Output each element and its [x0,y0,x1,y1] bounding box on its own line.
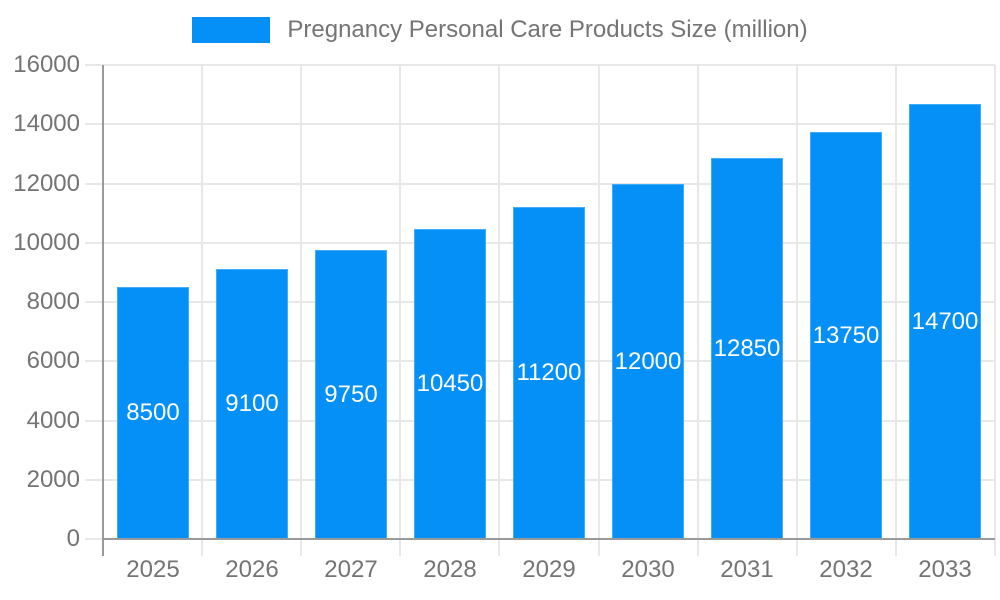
bar: 8500 [117,287,189,539]
x-axis-tick-label: 2030 [621,556,675,583]
y-axis-tick [85,360,103,362]
x-axis-line [103,538,995,540]
x-gridline [994,65,996,539]
bar-value-label: 9100 [225,390,279,417]
y-axis-tick [85,301,103,303]
legend[interactable]: Pregnancy Personal Care Products Size (m… [0,16,1000,44]
y-axis-tick [85,242,103,244]
x-gridline [399,65,401,539]
legend-swatch-icon [192,17,271,43]
y-axis-tick-label: 12000 [13,170,80,197]
y-axis-tick [85,64,103,66]
bar-value-label: 12850 [713,334,781,362]
bar: 11200 [513,207,585,539]
bar: 13750 [810,132,882,539]
y-gridline [103,183,995,185]
bar-value-label: 12000 [614,348,682,375]
x-axis-tick-label: 2033 [918,556,972,583]
y-axis-tick-label: 0 [66,525,80,552]
y-axis-tick [85,420,103,422]
x-axis-tick [300,539,302,556]
x-gridline [300,65,302,539]
bar-value-label: 8500 [126,399,180,426]
x-axis-tick-label: 2028 [423,556,477,583]
x-axis-tick [201,539,203,556]
x-axis-tick [994,539,996,556]
y-axis-tick [85,479,103,481]
x-axis-tick-label: 2025 [126,556,180,583]
y-axis-tick-label: 8000 [26,288,80,315]
x-axis-tick-label: 2031 [720,556,774,583]
bar: 9100 [216,269,288,539]
legend-label: Pregnancy Personal Care Products Size (m… [287,16,808,43]
x-gridline [498,65,500,539]
bar-value-label: 9750 [324,380,378,408]
x-axis-tick-label: 2026 [225,556,279,583]
bar-value-label: 11200 [516,359,582,386]
y-axis-tick-label: 14000 [13,110,80,137]
x-gridline [201,65,203,539]
y-axis-tick [85,538,103,540]
x-gridline [697,65,699,539]
x-axis-tick [697,539,699,556]
y-axis-tick [85,183,103,185]
x-axis-tick [796,539,798,556]
bar: 12000 [612,184,684,540]
bar-value-label: 10450 [416,370,484,397]
y-gridline [103,64,995,66]
bar: 12850 [711,158,783,539]
x-axis-tick [895,539,897,556]
y-axis-tick-label: 16000 [13,51,80,78]
x-axis-tick [598,539,600,556]
bar: 9750 [315,250,387,539]
x-axis-tick-label: 2032 [819,556,873,583]
y-axis-tick-label: 6000 [26,347,80,374]
x-axis-tick-label: 2029 [522,556,576,583]
y-axis-tick-label: 4000 [26,407,80,434]
x-gridline [895,65,897,539]
y-axis-line [102,65,104,556]
x-axis-tick [399,539,401,556]
x-gridline [598,65,600,539]
bar-value-label: 14700 [911,307,979,335]
x-axis-tick [498,539,500,556]
y-gridline [103,123,995,125]
bar: 14700 [909,104,981,539]
y-axis-tick-label: 2000 [26,466,80,493]
y-axis-tick [85,123,103,125]
bar: 10450 [414,229,486,539]
y-axis-tick-label: 10000 [13,229,80,256]
x-axis-tick-label: 2027 [324,556,378,583]
x-gridline [796,65,798,539]
bar-value-label: 13750 [812,321,880,349]
